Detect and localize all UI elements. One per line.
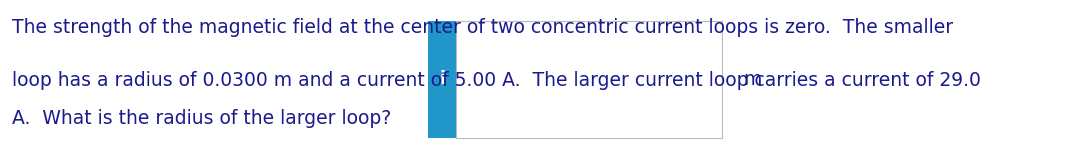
Text: i: i: [439, 70, 446, 88]
Text: loop has a radius of 0.0300 m and a current of 5.00 A.  The larger current loop : loop has a radius of 0.0300 m and a curr…: [12, 71, 981, 90]
Text: The strength of the magnetic field at the center of two concentric current loops: The strength of the magnetic field at th…: [12, 18, 953, 37]
Text: m: m: [744, 70, 762, 89]
Text: A.  What is the radius of the larger loop?: A. What is the radius of the larger loop…: [12, 109, 391, 128]
